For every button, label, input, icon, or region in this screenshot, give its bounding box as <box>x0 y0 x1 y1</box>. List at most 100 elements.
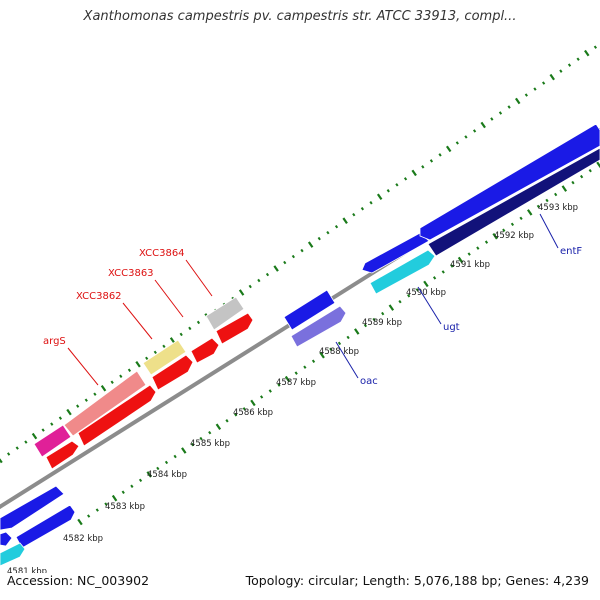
gene-label-argS[interactable]: argS <box>43 336 66 347</box>
tick-mark <box>66 408 72 416</box>
gene-leader-line <box>417 286 442 325</box>
gene-feature-f-red-1[interactable] <box>45 440 80 470</box>
tick-mark <box>354 328 360 335</box>
gene-label-XCC3864[interactable]: XCC3864 <box>139 248 185 259</box>
tick-mark <box>121 490 125 494</box>
tick-mark <box>284 375 291 383</box>
tick-mark <box>596 161 600 169</box>
gene-feature-f-navy[interactable] <box>427 147 600 257</box>
gene-leader-line <box>122 302 153 340</box>
gene-label-XCC3862[interactable]: XCC3862 <box>76 291 122 302</box>
tick-mark <box>76 404 80 408</box>
tick-mark <box>549 73 555 81</box>
tick-mark <box>395 183 399 187</box>
tick-mark <box>554 192 558 197</box>
tick-mark <box>445 145 452 153</box>
tick-mark <box>41 428 45 432</box>
kbp-label: 4589 kbp <box>362 318 402 328</box>
tick-mark <box>342 217 348 224</box>
feature-layer[interactable] <box>0 123 600 567</box>
tick-mark <box>438 153 442 157</box>
tick-mark <box>576 57 580 61</box>
gene-feature-f-yellow[interactable] <box>142 339 187 376</box>
tick-mark <box>415 288 419 292</box>
tick-mark <box>119 374 123 378</box>
tick-mark <box>561 185 568 192</box>
tick-mark <box>153 350 157 355</box>
map-title: Xanthomonas campestris pv. campestris st… <box>83 9 517 24</box>
tick-mark <box>423 280 429 288</box>
tick-mark <box>146 471 152 478</box>
kbp-label: 4582 kbp <box>63 534 103 544</box>
tick-mark <box>173 454 177 459</box>
tick-mark <box>541 81 546 85</box>
gene-feature-f-upper-blue-1[interactable] <box>0 485 65 531</box>
tick-mark <box>268 389 272 393</box>
gene-label-entF[interactable]: entF <box>560 246 582 257</box>
gene-feature-f-salmon[interactable] <box>63 370 147 437</box>
gene-feature-f-red-3[interactable] <box>151 354 194 391</box>
gene-feature-f-red-4[interactable] <box>190 337 220 364</box>
tick-mark <box>403 177 408 181</box>
gene-feature-f-grey-upper[interactable] <box>205 296 245 331</box>
tick-mark <box>0 458 3 464</box>
tick-mark <box>386 189 390 193</box>
tick-mark <box>95 508 99 512</box>
tick-mark <box>472 129 477 133</box>
tick-mark <box>381 311 385 316</box>
tick-mark <box>190 442 195 447</box>
tick-mark <box>492 232 498 240</box>
tick-mark <box>100 384 107 392</box>
tick-mark <box>145 356 149 361</box>
gene-feature-f-cyan-2[interactable] <box>369 249 436 295</box>
gene-leader-line <box>335 341 359 379</box>
tick-mark <box>398 299 402 304</box>
tick-mark <box>337 341 342 346</box>
gene-feature-f-lavender[interactable] <box>290 305 347 348</box>
tick-mark <box>407 294 411 298</box>
gene-label-XCC3863[interactable]: XCC3863 <box>108 268 154 279</box>
tick-mark <box>164 460 169 465</box>
tick-mark <box>300 248 304 253</box>
tick-mark <box>559 69 563 73</box>
tick-mark <box>111 494 118 502</box>
tick-mark <box>527 209 533 216</box>
tick-mark <box>421 165 425 169</box>
tick-mark <box>346 335 350 340</box>
gene-feature-f-upper-blue-3[interactable] <box>419 123 600 241</box>
tick-layer <box>0 45 600 526</box>
gene-leader-line <box>154 279 184 318</box>
tick-mark <box>484 240 489 244</box>
tick-mark <box>188 326 192 331</box>
tick-mark <box>208 430 212 435</box>
tick-mark <box>545 198 549 203</box>
gene-label-ugt[interactable]: ugt <box>443 322 460 333</box>
gene-leader-line <box>185 259 213 297</box>
tick-mark <box>429 159 434 163</box>
gene-feature-f-upper-blue-2[interactable] <box>361 232 430 274</box>
gene-feature-f-red-5[interactable] <box>215 312 254 345</box>
genome-summary-text: Topology: circular; Length: 5,076,188 bp… <box>245 573 589 588</box>
kbp-label: 4583 kbp <box>105 502 145 512</box>
tick-mark <box>156 466 160 471</box>
gene-feature-f-red-2[interactable] <box>77 384 157 447</box>
tick-mark <box>498 111 503 115</box>
tick-mark <box>248 284 252 289</box>
gene-label-oac[interactable]: oac <box>360 376 378 387</box>
tick-mark <box>294 371 298 375</box>
gene-feature-f-blue-mid[interactable] <box>283 289 336 331</box>
gene-feature-f-magenta[interactable] <box>33 424 72 458</box>
tick-mark <box>329 347 333 352</box>
gene-feature-f-lower-blue-1[interactable] <box>0 531 13 547</box>
tick-mark <box>238 289 245 296</box>
tick-mark <box>524 93 528 97</box>
tick-mark <box>334 224 339 229</box>
tick-mark <box>369 201 373 205</box>
kbp-label: 4592 kbp <box>494 231 534 241</box>
gene-feature-f-cyan-1[interactable] <box>0 542 26 567</box>
kbp-label-layer: 4581 kbp 4582 kbp 4583 kbp 4584 kbp 4585 kbp… <box>7 203 578 577</box>
tick-mark <box>388 304 395 311</box>
tick-mark <box>215 423 222 430</box>
